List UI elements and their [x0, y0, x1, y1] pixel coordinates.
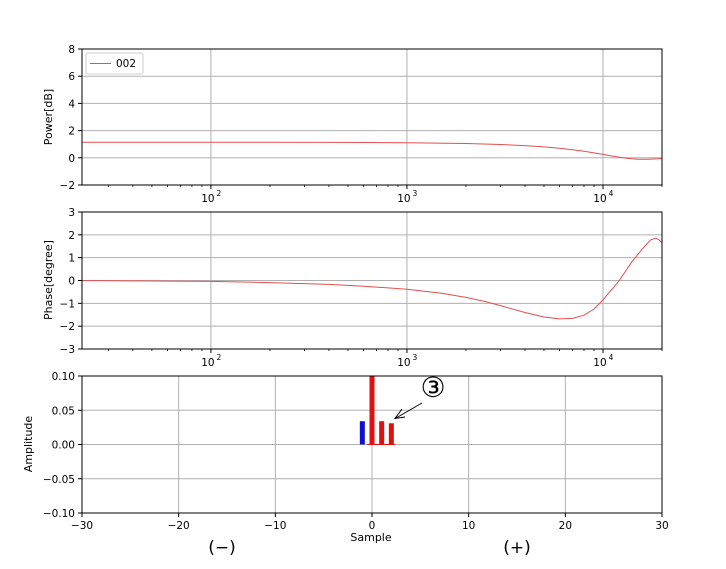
power-y-tick-label: 2	[68, 126, 75, 138]
power-x-tick-exponent: 2	[217, 189, 222, 198]
amplitude-x-tick-label: −10	[264, 520, 286, 532]
legend-entry-label: 002	[116, 58, 136, 70]
phase-x-tick-label: 10	[397, 357, 410, 369]
phase-y-tick-label: −3	[60, 344, 75, 356]
amplitude-x-tick-label: 10	[462, 520, 475, 532]
phase-series-line	[81, 237, 663, 320]
amplitude-y-axis-label: Amplitude	[22, 416, 35, 473]
phase-x-tick-label: 10	[201, 357, 214, 369]
amplitude-y-tick-label: 0.05	[52, 405, 75, 417]
power-y-tick-label: 8	[68, 44, 75, 56]
amplitude-x-tick-label: −20	[168, 520, 190, 532]
phase-x-tick-label: 10	[593, 357, 606, 369]
amplitude-bars	[359, 376, 396, 445]
amplitude-y-ticks: −0.10 −0.05 0.00 0.05 0.10	[43, 371, 82, 520]
amplitude-bar	[369, 376, 375, 445]
power-axes-frame	[81, 48, 663, 186]
power-x-tick-label: 10	[201, 193, 214, 205]
amplitude-x-tick-label: 20	[559, 520, 572, 532]
amplitude-x-ticks: −30 −20 −10 0 10 20 30	[71, 513, 669, 532]
power-x-tick-label: 10	[397, 193, 410, 205]
amplitude-x-axis-label: Sample	[350, 531, 391, 544]
power-x-tick-exponent: 4	[609, 189, 614, 198]
phase-y-tick-label: 3	[68, 207, 75, 219]
phase-y-tick-label: 0	[68, 276, 75, 288]
power-y-axis-label: Power[dB]	[42, 89, 55, 145]
phase-x-tick-exponent: 2	[217, 353, 222, 362]
amplitude-y-tick-label: 0.10	[52, 371, 75, 383]
annotation-arrow-shaft	[395, 402, 423, 419]
footer-label-negative: (−)	[208, 538, 236, 558]
annotation-circled-number: ③	[420, 371, 445, 404]
power-y-tick-label: −2	[60, 180, 75, 192]
amplitude-panel: −0.10−0.050.000.050.10 −30 −20 −10 0 10 20 30 …	[22, 371, 669, 558]
amplitude-bar	[388, 423, 394, 445]
power-x-tick-label: 10	[593, 193, 606, 205]
power-x-tick-exponent: 3	[413, 189, 418, 198]
phase-y-tick-label: −2	[60, 321, 75, 333]
power-y-tick-label: 6	[68, 71, 75, 83]
power-y-ticks: −2 0 2 4 6 8	[60, 44, 82, 192]
phase-y-axis-label: Phase[degree]	[42, 240, 55, 320]
amplitude-x-tick-label: −30	[71, 520, 93, 532]
phase-x-tick-exponent: 4	[609, 353, 614, 362]
phase-x-tick-exponent: 3	[413, 353, 418, 362]
annotation-callout: ③	[393, 371, 446, 420]
phase-x-ticks: 10 2 10 3 10 4	[108, 349, 663, 369]
amplitude-bar	[379, 421, 385, 445]
amplitude-bar	[359, 421, 365, 445]
amplitude-y-tick-label: −0.05	[43, 474, 75, 486]
footer-label-positive: (+)	[503, 538, 531, 558]
legend-box	[85, 52, 144, 75]
legend: 002	[85, 52, 144, 75]
power-x-ticks: 10 2 10 3 10 4	[108, 185, 663, 205]
phase-y-tick-label: −1	[60, 298, 75, 310]
amplitude-y-tick-label: −0.10	[43, 508, 75, 520]
phase-y-ticks: −3 −2 −1 0 1 2 3	[60, 207, 82, 356]
power-y-tick-label: 4	[68, 98, 75, 110]
phase-y-tick-label: 2	[68, 230, 75, 242]
power-grid	[82, 48, 662, 186]
phase-y-tick-label: 1	[68, 253, 75, 265]
phase-grid	[82, 211, 662, 350]
power-series-line	[82, 141, 663, 160]
amplitude-y-tick-label: 0.00	[52, 440, 75, 452]
amplitude-x-tick-label: 0	[369, 520, 376, 532]
power-y-tick-label: 0	[68, 153, 75, 165]
amplitude-x-tick-label: 30	[655, 520, 668, 532]
annotation-arrow-head	[393, 408, 406, 420]
